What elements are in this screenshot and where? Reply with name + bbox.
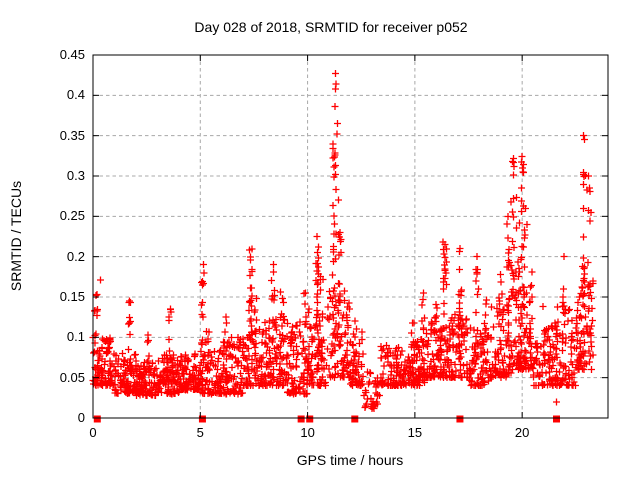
axis-marker-squares — [93, 415, 560, 423]
y-tick-label: 0.45 — [59, 47, 85, 62]
y-tick-label: 0.35 — [59, 127, 85, 143]
x-tick-label: 15 — [407, 425, 423, 440]
chart-title: Day 028 of 2018, SRMTID for receiver p05… — [194, 19, 468, 35]
y-axis-title: SRMTID / TECUs — [8, 180, 24, 292]
x-tick-label: 5 — [196, 425, 204, 440]
x-tick-label: 0 — [89, 425, 97, 440]
y-tick-label: 0.4 — [66, 87, 85, 103]
scatter-points — [89, 70, 597, 412]
x-tick-label: 20 — [514, 425, 530, 440]
y-tick-label: 0.25 — [59, 208, 85, 224]
axis-ticks — [92, 54, 608, 419]
plot-border — [92, 54, 609, 419]
y-tick-label: 0.2 — [66, 248, 85, 264]
x-axis-title: GPS time / hours — [296, 452, 404, 468]
y-tick-label: 0.15 — [59, 289, 85, 304]
x-tick-label: 10 — [300, 425, 315, 440]
y-tick-label: 0.1 — [66, 329, 85, 345]
y-tick-label: 0.05 — [59, 369, 85, 385]
y-tick-label: 0.3 — [66, 168, 85, 183]
y-tick-label: 0 — [77, 410, 85, 425]
